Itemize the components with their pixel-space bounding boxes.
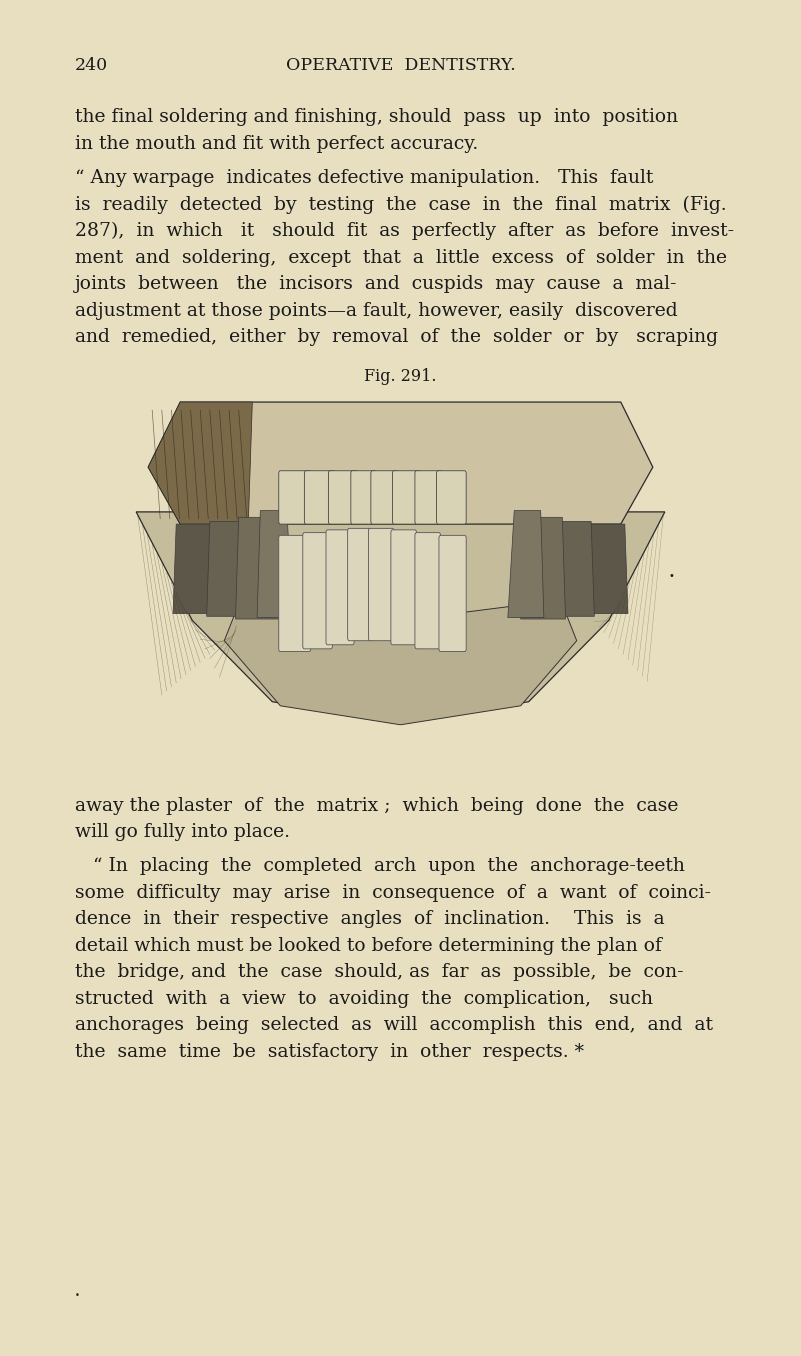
Text: detail which must be looked to before determining the plan of: detail which must be looked to before de…	[75, 937, 662, 955]
Polygon shape	[235, 517, 280, 618]
Text: joints  between   the  incisors  and  cuspids  may  cause  a  mal-: joints between the incisors and cuspids …	[75, 275, 678, 293]
Text: “ In  placing  the  completed  arch  upon  the  anchorage-teeth: “ In placing the completed arch upon the…	[75, 857, 685, 876]
Text: 287),  in  which   it   should  fit  as  perfectly  after  as  before  invest-: 287), in which it should fit as perfectl…	[75, 222, 735, 240]
FancyBboxPatch shape	[415, 533, 441, 648]
FancyBboxPatch shape	[439, 536, 466, 651]
Text: will go fully into place.: will go fully into place.	[75, 823, 290, 841]
Text: Fig. 291.: Fig. 291.	[364, 367, 437, 385]
FancyBboxPatch shape	[351, 471, 376, 523]
Text: is  readily  detected  by  testing  the  case  in  the  final  matrix  (Fig.: is readily detected by testing the case …	[75, 195, 727, 214]
Polygon shape	[577, 523, 628, 613]
Text: the final soldering and finishing, should  pass  up  into  position: the final soldering and finishing, shoul…	[75, 108, 678, 126]
Polygon shape	[521, 517, 566, 618]
FancyBboxPatch shape	[304, 471, 335, 523]
Polygon shape	[257, 510, 293, 617]
Text: 240: 240	[75, 57, 108, 75]
Text: OPERATIVE  DENTISTRY.: OPERATIVE DENTISTRY.	[286, 57, 515, 75]
Text: some  difficulty  may  arise  in  consequence  of  a  want  of  coinci-: some difficulty may arise in consequence…	[75, 884, 711, 902]
FancyBboxPatch shape	[279, 471, 311, 523]
Text: structed  with  a  view  to  avoiding  the  complication,   such: structed with a view to avoiding the com…	[75, 990, 653, 1008]
FancyBboxPatch shape	[326, 530, 354, 644]
Text: •: •	[669, 571, 674, 580]
FancyBboxPatch shape	[392, 471, 421, 523]
Text: dence  in  their  respective  angles  of  inclination.    This  is  a: dence in their respective angles of incl…	[75, 910, 665, 929]
FancyBboxPatch shape	[415, 471, 442, 523]
Text: away the plaster  of  the  matrix ;  which  being  done  the  case: away the plaster of the matrix ; which b…	[75, 796, 678, 815]
Polygon shape	[546, 521, 594, 616]
Polygon shape	[173, 523, 224, 613]
Text: •: •	[75, 1291, 80, 1300]
Polygon shape	[207, 521, 255, 616]
Polygon shape	[148, 401, 252, 523]
FancyBboxPatch shape	[279, 536, 311, 651]
Polygon shape	[224, 599, 577, 724]
Text: the  bridge, and  the  case  should, as  far  as  possible,  be  con-: the bridge, and the case should, as far …	[75, 963, 683, 982]
FancyBboxPatch shape	[368, 529, 394, 640]
Text: in the mouth and fit with perfect accuracy.: in the mouth and fit with perfect accura…	[75, 134, 478, 153]
Polygon shape	[148, 401, 653, 523]
Text: the  same  time  be  satisfactory  in  other  respects. *: the same time be satisfactory in other r…	[75, 1043, 584, 1060]
Polygon shape	[508, 510, 544, 617]
Text: adjustment at those points—a fault, however, easily  discovered: adjustment at those points—a fault, howe…	[75, 301, 678, 320]
Text: anchorages  being  selected  as  will  accomplish  this  end,  and  at: anchorages being selected as will accomp…	[75, 1016, 713, 1035]
Polygon shape	[136, 511, 665, 721]
FancyBboxPatch shape	[371, 471, 398, 523]
FancyBboxPatch shape	[391, 530, 417, 644]
FancyBboxPatch shape	[328, 471, 358, 523]
FancyBboxPatch shape	[348, 529, 372, 640]
Text: “ Any warpage  indicates defective manipulation.   This  fault: “ Any warpage indicates defective manipu…	[75, 170, 654, 187]
FancyBboxPatch shape	[303, 533, 332, 648]
FancyBboxPatch shape	[437, 471, 466, 523]
Text: and  remedied,  either  by  removal  of  the  solder  or  by   scraping: and remedied, either by removal of the s…	[75, 328, 718, 346]
Text: ment  and  soldering,  except  that  a  little  excess  of  solder  in  the: ment and soldering, except that a little…	[75, 248, 727, 267]
